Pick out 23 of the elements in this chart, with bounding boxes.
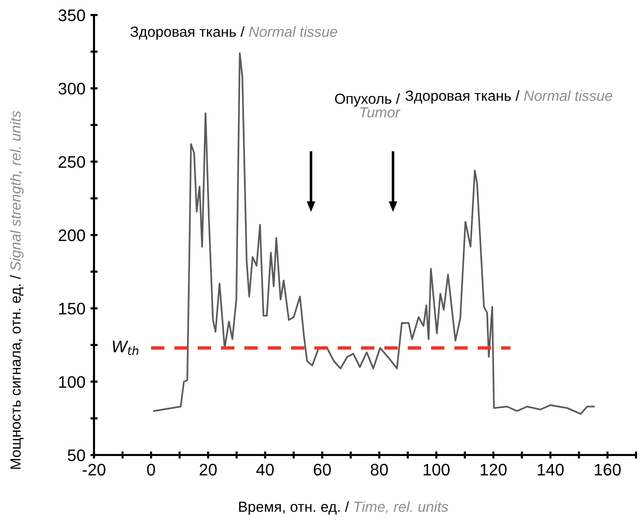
x-axis-title: Время, отн. ед. / Time, rel. units [239,501,448,515]
y-tick-label: 200 [58,229,86,242]
x-tick-label: -20 [82,464,106,476]
x-tick-label: 120 [480,464,507,476]
x-tick-label: 0 [147,464,156,476]
y-tick-label: 250 [58,156,86,168]
x-tick-label: 160 [594,464,621,476]
x-tick-label: 60 [314,464,331,476]
y-tick-label: 300 [58,82,86,95]
x-tick-label: 140 [538,464,564,476]
series-label: W$_{th}$ [112,340,138,355]
x-tick-label: 40 [256,464,274,476]
x-tick-label: 20 [200,464,217,476]
y-tick-label: 100 [59,376,86,388]
x-tick-label: 80 [370,464,388,476]
y-tick-label: 350 [58,9,86,22]
x-tick-label: 100 [424,464,450,476]
y-tick-label: 50 [68,449,86,462]
y-tick-label: 150 [59,302,86,315]
annotation: Здоровая ткань / Normal tissue [130,26,338,40]
annotation: Здоровая ткань / Normal tissue [405,90,612,104]
y-axis-title: Мощность сигнала, отн. ед. / Signal strength, rel. units [10,110,24,469]
annotation: Опухоль / Tumor [335,93,400,118]
